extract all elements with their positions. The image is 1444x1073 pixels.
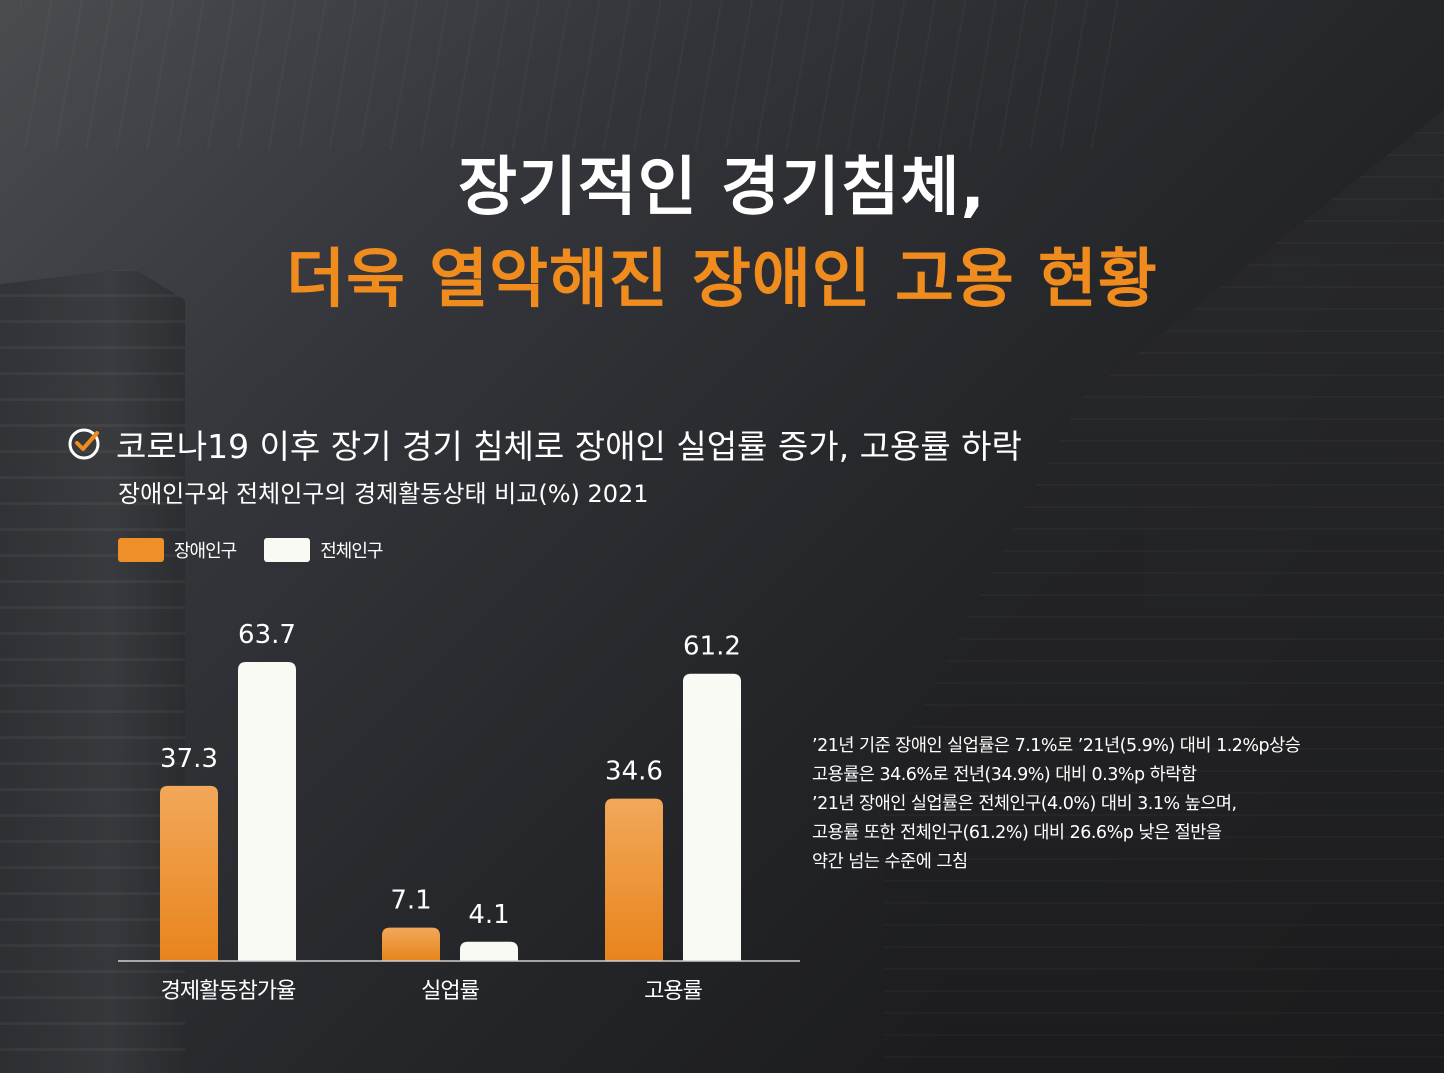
subtitle-row: 코로나19 이후 장기 경기 침체로 장애인 실업률 증가, 고용률 하락 — [66, 420, 1022, 468]
bar-total-1 — [460, 941, 518, 961]
chart-note: ’21년 기준 장애인 실업률은 7.1%로 ’21년(5.9%) 대비 1.2… — [812, 732, 1301, 877]
legend-swatch-disabled — [118, 538, 164, 562]
legend-item-total: 전체인구 — [264, 537, 384, 563]
background-building-top — [20, 0, 1120, 150]
title-line-1: 장기적인 경기침체, — [458, 151, 986, 225]
bar-disabled-1 — [382, 927, 440, 961]
legend-label-disabled: 장애인구 — [174, 541, 237, 562]
data-label-disabled-0: 37.3 — [160, 744, 218, 774]
subtitle: 코로나19 이후 장기 경기 침체로 장애인 실업률 증가, 고용률 하락 — [116, 427, 1022, 466]
data-label-disabled-2: 34.6 — [605, 757, 663, 787]
bar-disabled-2 — [605, 798, 663, 961]
bar-disabled-0 — [160, 785, 218, 961]
data-label-disabled-1: 7.1 — [390, 886, 431, 916]
chart-title: 장애인구와 전체인구의 경제활동상태 비교(%) 2021 — [118, 480, 649, 508]
data-label-total-2: 61.2 — [683, 632, 741, 662]
chart-legend: 장애인구 전체인구 — [118, 537, 411, 563]
background-building-left — [0, 268, 185, 1073]
bar-total-0 — [238, 662, 296, 961]
data-label-total-0: 63.7 — [238, 620, 296, 650]
note-line-4: 고용률 또한 전체인구(61.2%) 대비 26.6%p 낮은 절반을 — [812, 823, 1222, 843]
check-circle-icon — [68, 428, 100, 460]
note-line-3: ’21년 장애인 실업률은 전체인구(4.0%) 대비 3.1% 높으며, — [812, 794, 1237, 814]
title-line-2: 더욱 열악해진 장애인 고용 현황 — [286, 243, 1158, 317]
note-line-2: 고용률은 34.6%로 전년(34.9%) 대비 0.3%p 하락함 — [812, 765, 1197, 785]
legend-swatch-total — [264, 538, 311, 562]
data-label-total-1: 4.1 — [468, 900, 509, 930]
note-line-1: ’21년 기준 장애인 실업률은 7.1%로 ’21년(5.9%) 대비 1.2… — [812, 736, 1301, 756]
legend-item-disabled: 장애인구 — [118, 537, 237, 563]
bar-total-2 — [683, 673, 741, 961]
note-line-5: 약간 넘는 수준에 그침 — [812, 852, 968, 872]
category-label-0: 경제활동참가율 — [161, 979, 296, 1004]
category-label-1: 실업률 — [421, 979, 479, 1004]
legend-label-total: 전체인구 — [320, 541, 383, 562]
category-label-2: 고용률 — [644, 979, 702, 1004]
